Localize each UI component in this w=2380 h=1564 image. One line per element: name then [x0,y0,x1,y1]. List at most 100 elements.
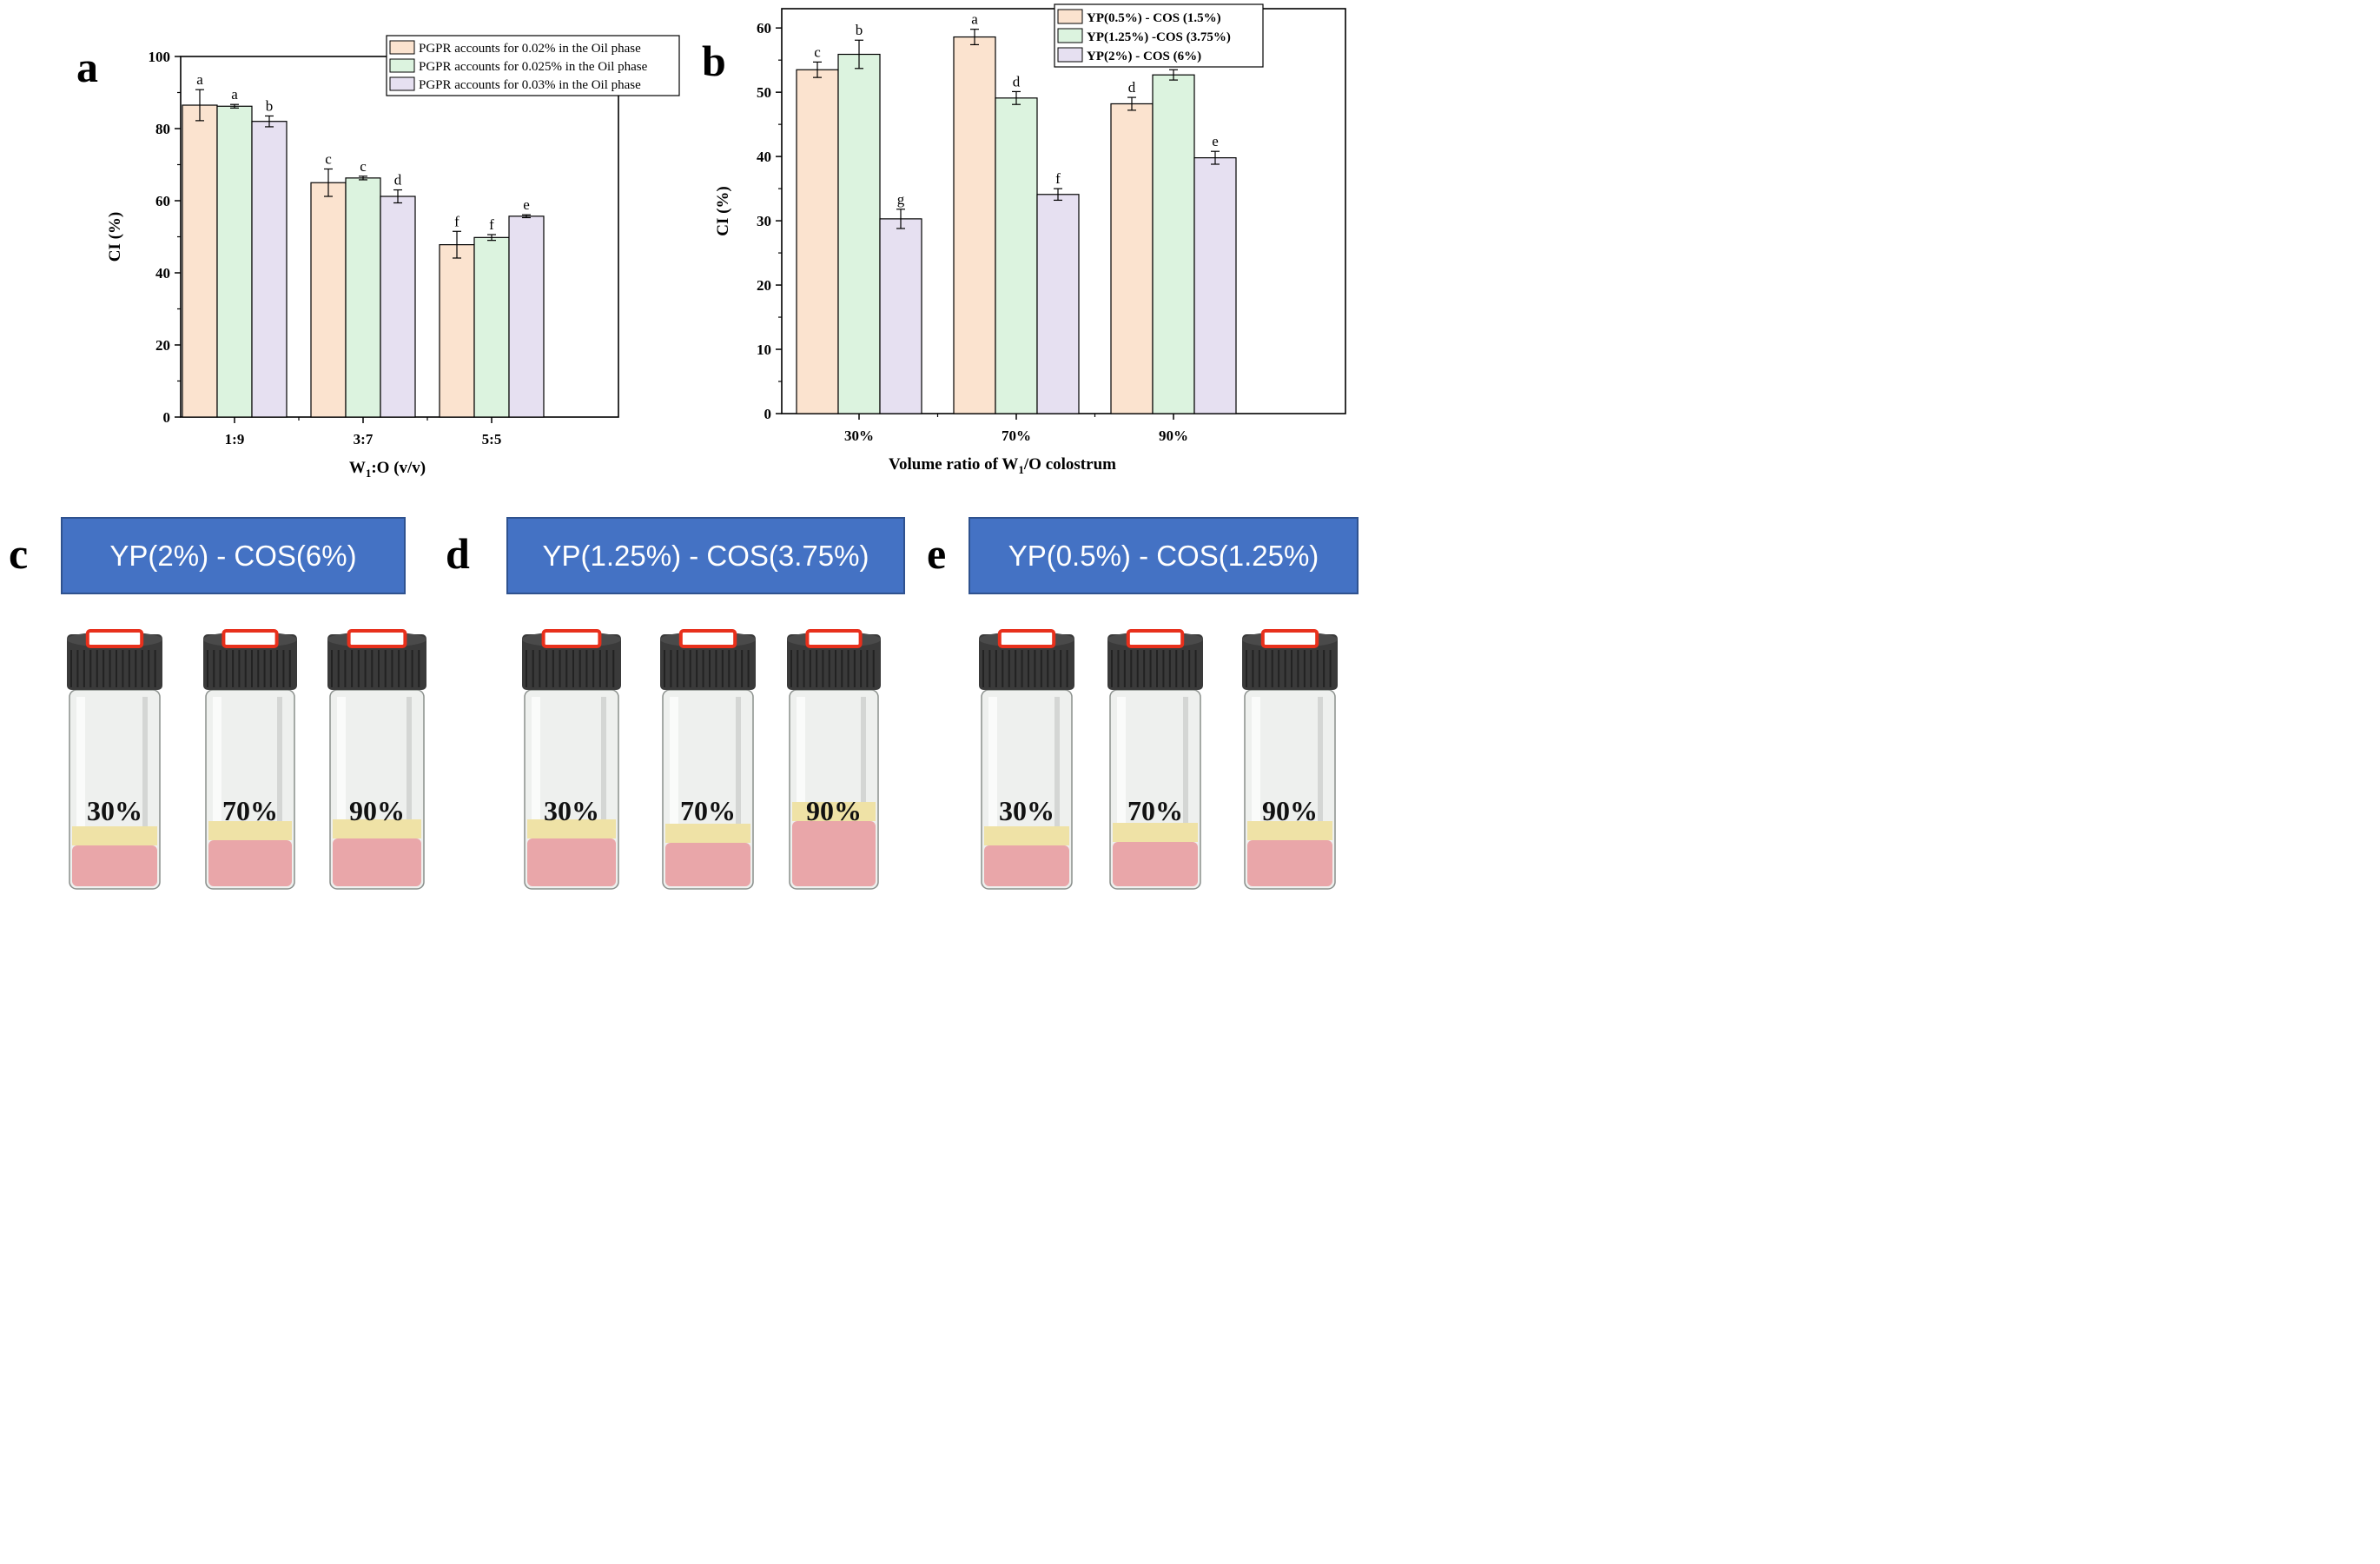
emulsion-layer [208,821,292,840]
significance-letter: a [231,86,238,103]
glass-highlight [76,697,85,861]
bar [1110,103,1154,414]
vial: 90% [1242,629,1338,890]
vial-percentage-label: 90% [806,795,862,826]
bar [310,182,347,418]
legend: YP(0.5%) - COS (1.5%) YP(1.25%) -COS (3.7… [1054,3,1264,68]
bar [837,53,881,414]
legend-swatch [389,76,415,91]
chart-a: 0 20 40 60 80 100 CI (%) a a b 1:9 c c d 3:7 f f e 5:5 W1:O… [106,35,680,480]
vial: 30% [979,629,1074,890]
y-tick-label: 50 [757,84,771,101]
significance-letter: f [1055,170,1061,187]
y-axis-label: CI (%) [714,186,732,236]
aqueous-layer [792,821,876,886]
aqueous-layer [1113,842,1198,886]
banner-c: YP(2%) - COS(6%) [61,517,406,594]
glass-highlight [213,697,221,861]
significance-letter: a [971,11,978,28]
emulsion-layer [792,802,876,821]
significance-letter: f [454,213,459,229]
x-axis-label: Volume ratio of W1/O colostrum [889,455,1116,476]
bar [380,196,416,418]
y-tick-label: 0 [163,409,171,426]
vial-photo-e: 30% 70% 90% [979,629,1338,890]
banner-d: YP(1.25%) - COS(3.75%) [506,517,905,594]
bar [796,69,839,414]
vial-sticker [85,629,144,648]
legend-swatch [1057,9,1083,24]
vial-percentage-label: 30% [999,795,1054,826]
glass-shadow [601,697,606,861]
bar [1036,194,1080,414]
panel-letter-a: a [76,43,98,91]
significance-letter: f [489,216,494,233]
vial-photo-c: 30% 70% 90% [67,629,426,890]
x-axis-label-subscript: 1 [366,467,372,480]
panel-letter-c: c [9,529,29,578]
significance-letter: d [1128,79,1136,96]
aqueous-layer [665,843,750,886]
y-tick-label: 20 [757,277,771,294]
x-tick-label: 90% [1159,427,1188,444]
y-tick-label: 40 [757,149,771,165]
vial: 30% [67,629,162,890]
x-axis-label-main: Volume ratio of W [889,455,1018,474]
glass-shadow [1318,697,1323,861]
banner-e: YP(0.5%) - COS(1.25%) [969,517,1359,594]
aqueous-layer [1247,840,1332,886]
vial: 30% [522,629,621,890]
aqueous-layer [984,845,1069,886]
bar [216,105,253,418]
emulsion-layer [333,819,421,838]
legend-box [386,35,680,96]
glass-highlight [1117,697,1126,861]
legend-swatch [1057,28,1083,43]
glass-highlight [797,697,805,861]
y-tick-label: 60 [155,193,170,209]
y-tick-label: 80 [155,121,170,137]
y-tick-label: 60 [757,20,771,36]
x-tick-label: 5:5 [482,431,502,447]
legend-entry: YP(2%) - COS (6%) [1087,50,1201,63]
bar [879,218,922,414]
bar [995,97,1038,414]
significance-letter: d [394,172,402,189]
y-tick-label: 20 [155,337,170,354]
bar [182,104,218,418]
significance-letter: c [360,158,367,175]
emulsion-layer [665,824,750,843]
significance-letter: b [856,22,863,38]
vial-sticker [347,629,407,648]
vial-sticker [1126,629,1185,648]
aqueous-layer [527,838,616,886]
legend-entry: YP(0.5%) - COS (1.5%) [1087,11,1221,25]
legend-swatch [389,40,415,55]
panel-letter-d: d [446,529,470,578]
significance-letter: c [325,150,332,167]
vial-percentage-label: 90% [349,795,405,826]
vial-sticker [997,629,1056,648]
vial-percentage-label: 30% [544,795,599,826]
glass-shadow [1183,697,1188,861]
x-axis-label-main: W [349,459,366,477]
vial-sticker [221,629,279,648]
emulsion-layer [72,826,157,845]
legend-swatch [389,58,415,73]
significance-letter: d [1013,73,1021,89]
vial-sticker [678,629,737,648]
aqueous-layer [72,845,157,886]
emulsion-layer [1113,823,1198,842]
glass-shadow [1054,697,1060,861]
bar [473,236,510,418]
panel-letter-b: b [702,36,726,85]
bar [345,177,381,418]
bar [439,244,475,418]
bar [508,215,545,418]
legend-entry: PGPR accounts for 0.03% in the Oil phase [419,78,641,92]
glass-highlight [988,697,997,861]
legend-entry: PGPR accounts for 0.025% in the Oil phas… [419,60,648,74]
y-tick-label: 40 [155,265,170,282]
x-tick-label: 1:9 [225,431,245,447]
